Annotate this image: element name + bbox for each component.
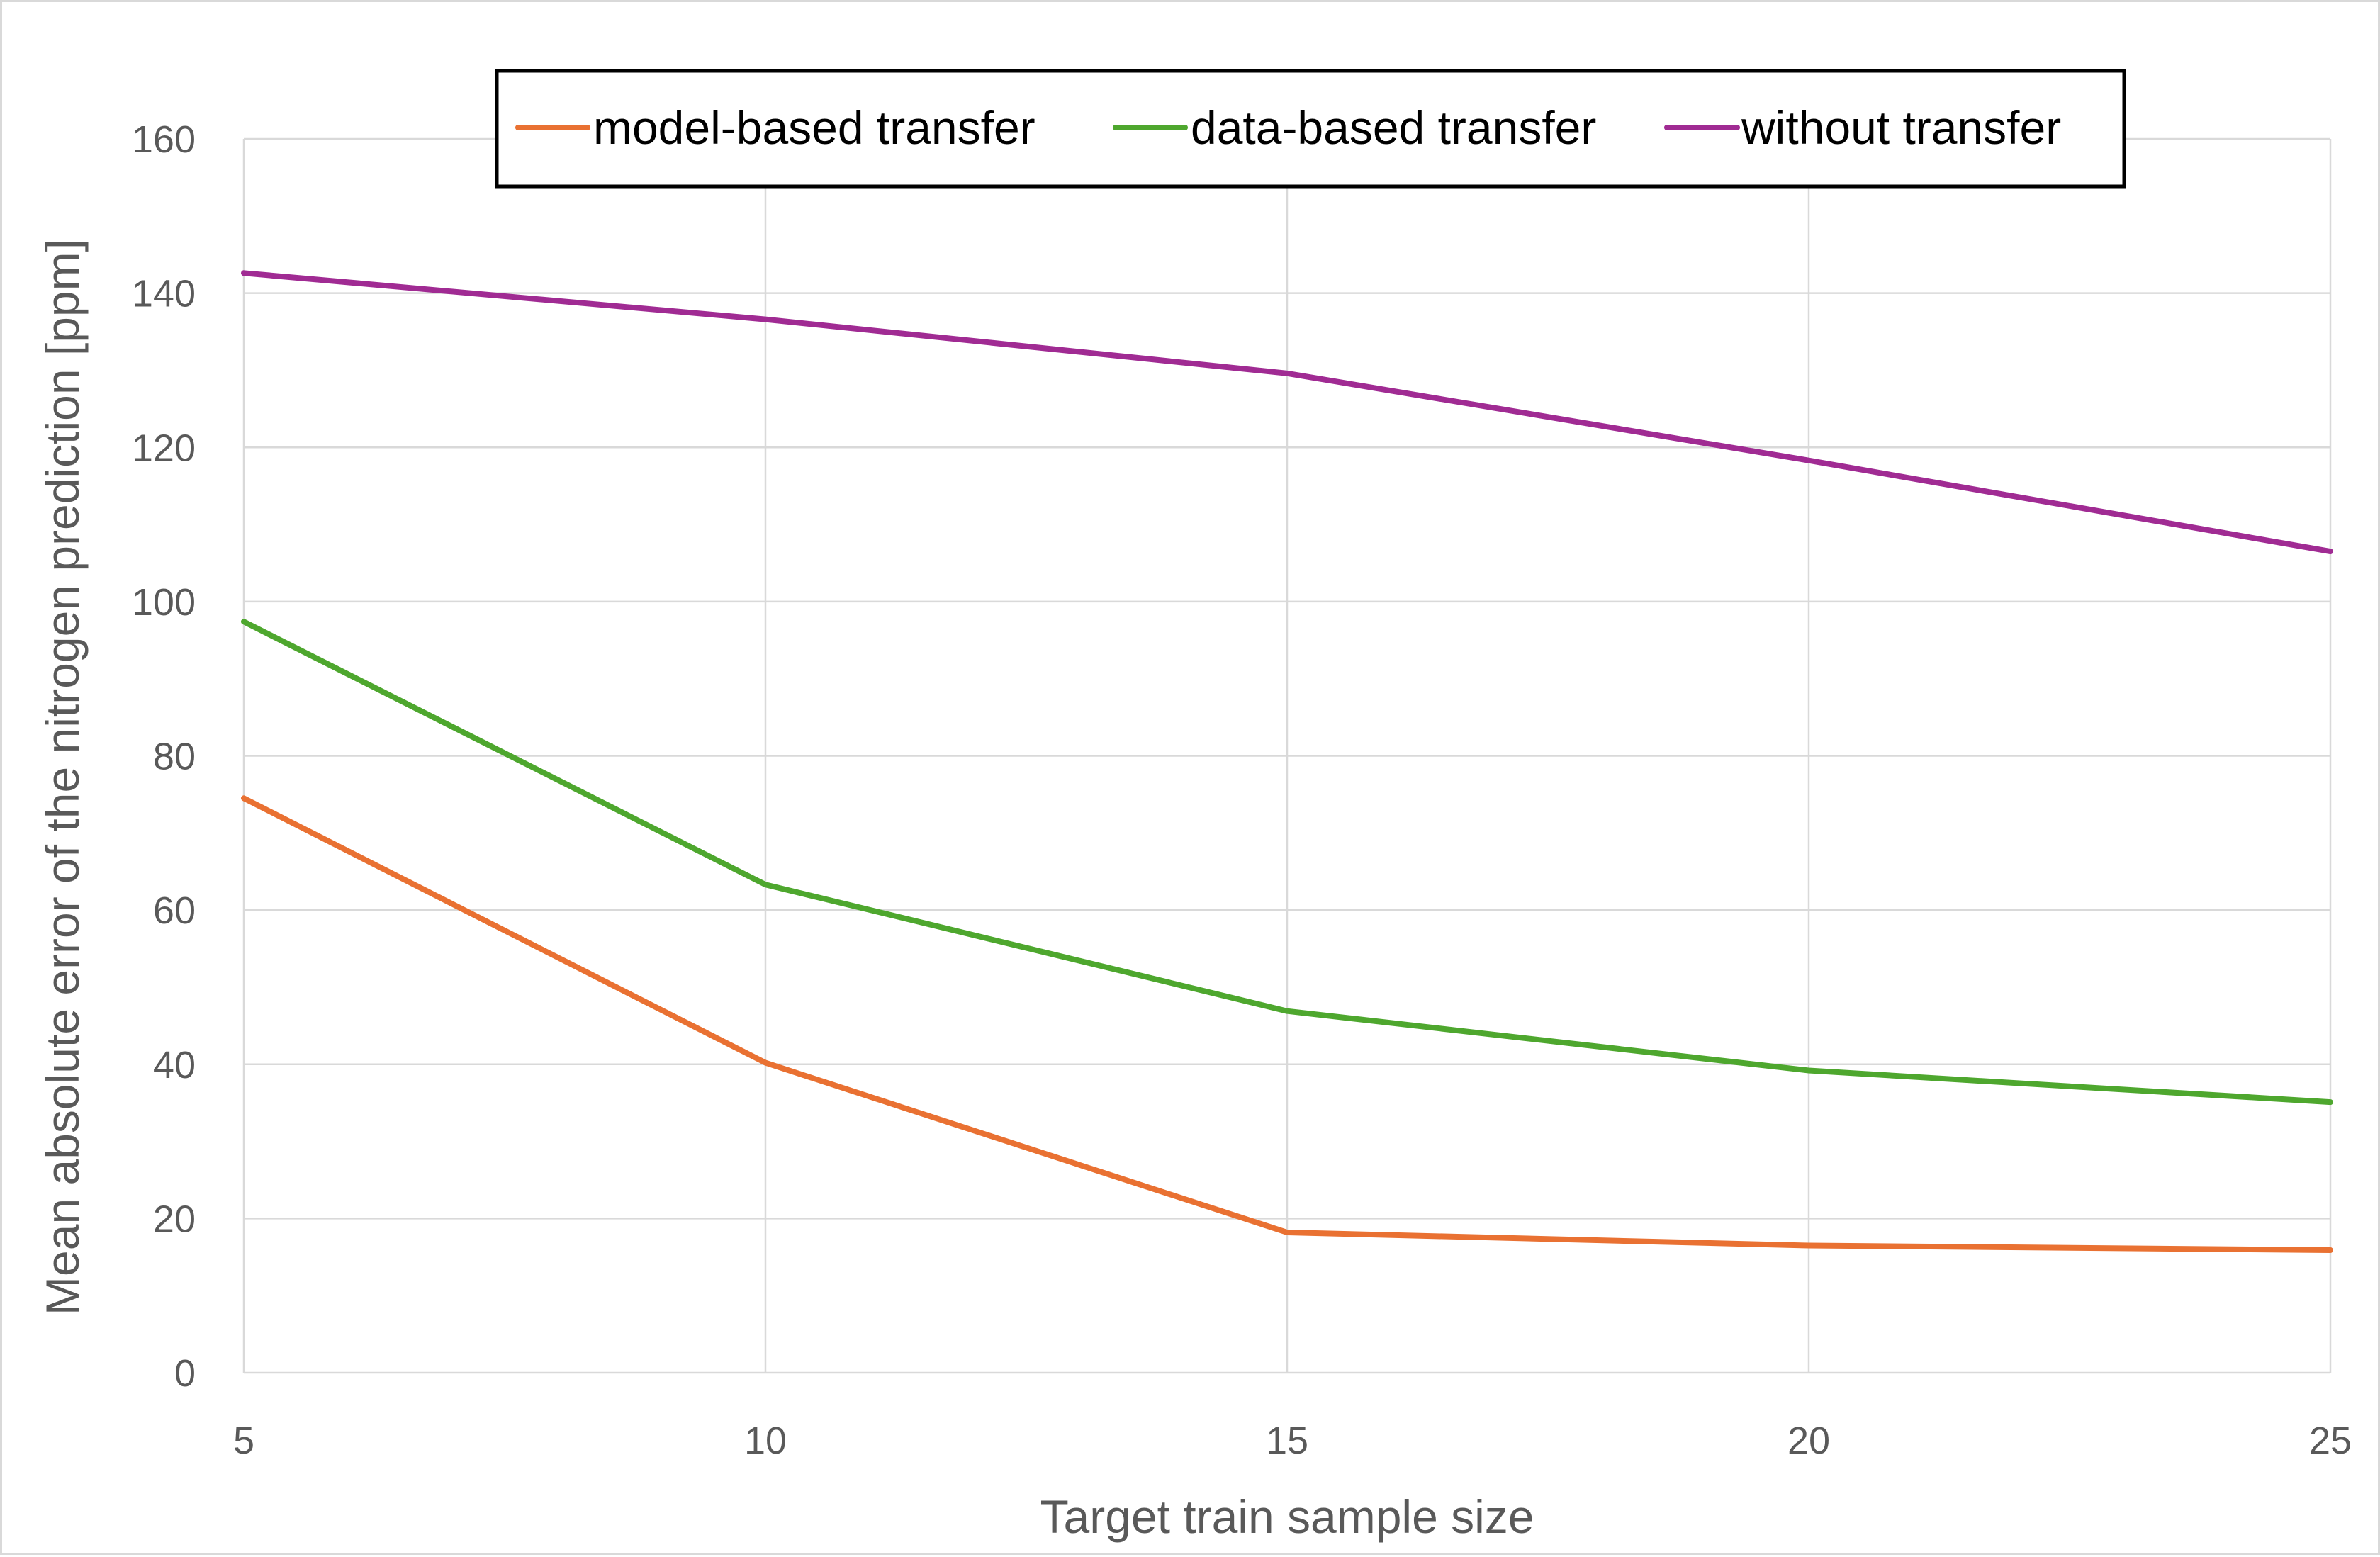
y-tick-label: 100 [132,581,196,624]
tick-labels: 0 20 40 60 80 100 120 140 160 5 10 15 20 25 [132,118,2352,1462]
y-tick-label: 80 [153,736,196,778]
series-line-1 [241,795,2333,1253]
y-tick-label: 120 [132,427,196,469]
legend: model-based transfer data-based transfer w… [495,69,2126,189]
series-line-2 [241,619,2333,1106]
y-tick-label: 20 [153,1198,196,1240]
gridlines [242,137,2332,1374]
legend-label-1: model-based transfer [593,101,1035,154]
y-tick-label: 40 [153,1044,196,1086]
x-tick-label: 15 [1266,1420,1308,1462]
series-lines [241,270,2333,1253]
legend-box [495,69,2126,189]
legend-label-2: data-based transfer [1191,101,1596,154]
y-axis-title: Mean absolute error of the nitrogen pred… [36,239,89,1315]
y-tick-label: 140 [132,273,196,315]
x-tick-label: 25 [2309,1420,2352,1462]
x-tick-label: 20 [1787,1420,1830,1462]
x-axis-title: Target train sample size [1040,1490,1534,1543]
y-tick-label: 60 [153,889,196,932]
legend-label-3: without transfer [1741,101,2061,154]
y-tick-label: 160 [132,118,196,161]
x-tick-label: 10 [744,1420,787,1462]
series-line-3 [241,270,2333,555]
x-tick-label: 5 [233,1420,254,1462]
y-tick-label: 0 [174,1352,196,1395]
